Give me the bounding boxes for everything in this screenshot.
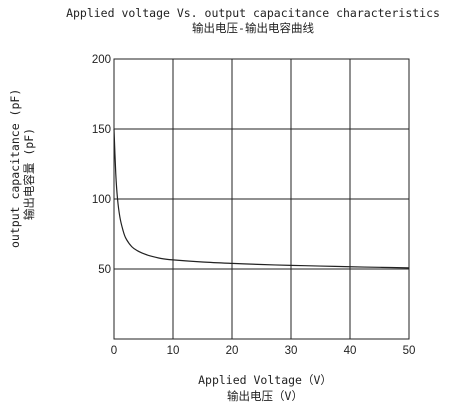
x-tick-labels: 0 10 20 30 40 50 xyxy=(111,345,416,357)
x-tick-label: 20 xyxy=(226,345,239,357)
series-group xyxy=(113,128,410,269)
y-tick-labels: 50 100 150 200 xyxy=(92,54,111,276)
x-axis-label: Applied Voltage（V） xyxy=(198,373,332,387)
chart-subtitle: 输出电压-输出电容曲线 xyxy=(192,21,314,35)
x-axis-label-cn: 输出电压（V） xyxy=(227,389,303,403)
x-tick-label: 0 xyxy=(111,345,117,357)
y-tick-label: 150 xyxy=(92,124,111,136)
x-tick-label: 30 xyxy=(285,345,298,357)
series-line-0 xyxy=(113,128,410,269)
y-tick-label: 50 xyxy=(98,264,111,276)
y-tick-label: 200 xyxy=(92,54,111,66)
x-tick-label: 40 xyxy=(344,345,357,357)
chart-title: Applied voltage Vs. output capacitance c… xyxy=(66,6,440,20)
x-tick-label: 10 xyxy=(167,345,180,357)
x-tick-label: 50 xyxy=(403,345,416,357)
grid-lines xyxy=(114,59,409,339)
y-tick-label: 100 xyxy=(92,194,111,206)
